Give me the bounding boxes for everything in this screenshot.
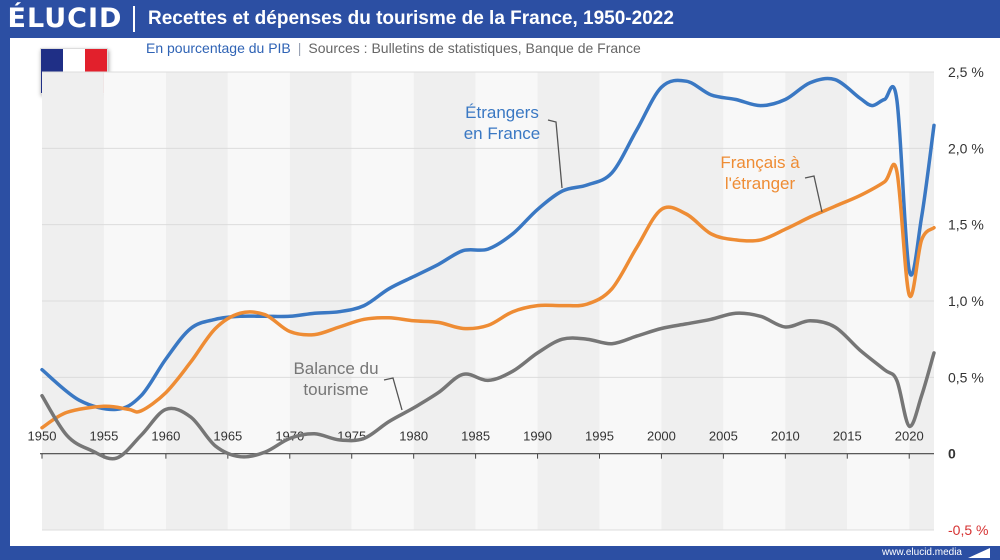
series-label-leader xyxy=(804,175,823,213)
x-tick-label: 1980 xyxy=(399,429,428,444)
series-label-leader xyxy=(383,377,403,411)
subtitle-separator: | xyxy=(297,40,302,56)
x-tick-label: 1965 xyxy=(213,429,242,444)
x-tick-label: 1950 xyxy=(28,429,57,444)
x-tick-label: 2010 xyxy=(771,429,800,444)
x-tick-label: 1955 xyxy=(89,429,118,444)
x-tick-label: 1970 xyxy=(275,429,304,444)
y-tick-label: -0,5 % xyxy=(948,522,988,538)
y-tick-label: 0,5 % xyxy=(948,369,984,385)
brand-logo[interactable]: ÉLUCID xyxy=(7,3,123,34)
x-tick-label: 2015 xyxy=(833,429,862,444)
series-line-balance xyxy=(40,311,936,461)
x-tick-label: 2000 xyxy=(647,429,676,444)
series-label: Balance du xyxy=(293,359,378,378)
series-label: tourisme xyxy=(303,380,368,399)
chart-title: Recettes et dépenses du tourisme de la F… xyxy=(148,8,674,29)
x-tick-label: 1990 xyxy=(523,429,552,444)
y-tick-label: 2,5 % xyxy=(948,64,984,80)
logo-divider xyxy=(133,6,135,32)
arrow-logo-icon xyxy=(968,548,990,558)
series-line-francais xyxy=(40,162,936,430)
series-label: Étrangers xyxy=(465,103,539,122)
y-tick-label: 1,0 % xyxy=(948,293,984,309)
series-label: Français à xyxy=(720,153,800,172)
series-label: l'étranger xyxy=(725,174,796,193)
chart-subtitle: En pourcentage du PIB | Sources : Bulletin… xyxy=(146,38,641,60)
x-tick-label: 2005 xyxy=(709,429,738,444)
x-tick-label: 1995 xyxy=(585,429,614,444)
header-bar: ÉLUCID Recettes et dépenses du tourisme … xyxy=(0,0,1000,38)
y-tick-label: 1,5 % xyxy=(948,217,984,233)
series-label-leader xyxy=(547,119,563,189)
unit-label: En pourcentage du PIB xyxy=(146,40,291,56)
y-tick-label: 0 xyxy=(948,446,956,462)
footer[interactable]: www.elucid.media xyxy=(882,546,990,560)
sources-label: Sources : Bulletins de statistiques, Ban… xyxy=(308,40,641,56)
x-tick-label: 1960 xyxy=(151,429,180,444)
footer-url[interactable]: www.elucid.media xyxy=(881,547,962,558)
x-tick-label: 1985 xyxy=(461,429,490,444)
y-tick-label: 2,0 % xyxy=(948,140,984,156)
series-label: en France xyxy=(464,124,541,143)
x-tick-label: 2020 xyxy=(895,429,924,444)
